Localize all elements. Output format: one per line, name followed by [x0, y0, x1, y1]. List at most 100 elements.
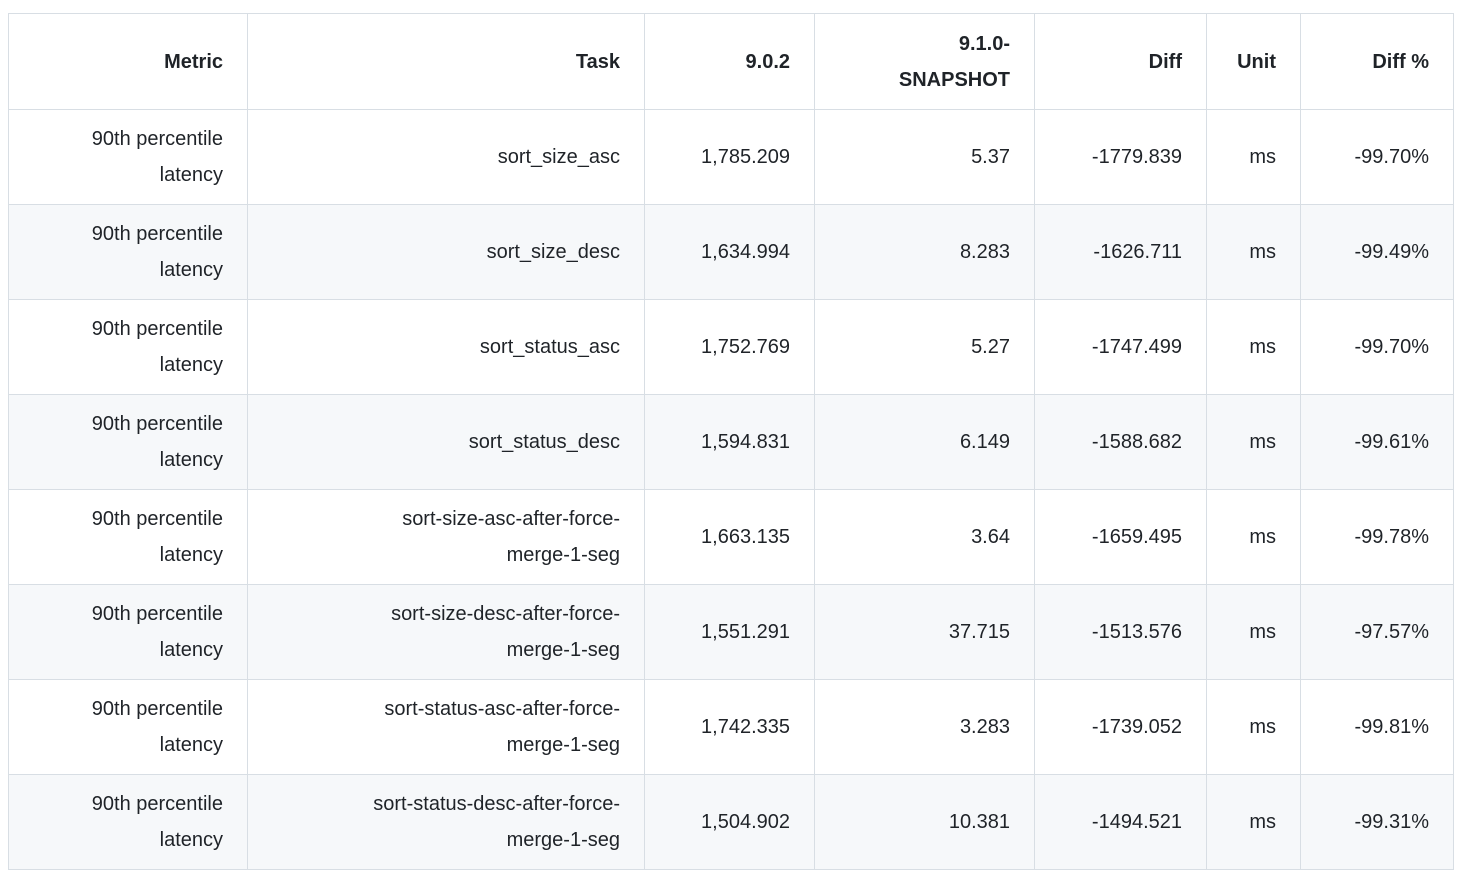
- cell-diff_pct-text: -99.61%: [1354, 431, 1430, 454]
- table-row: 90th percentile latency sort_status_desc 1…: [8, 394, 1454, 490]
- cell-unit: ms: [1206, 489, 1301, 585]
- cell-diff-text: -1494.521: [1091, 811, 1182, 834]
- col-header-baseline-version-label: 9.0.2: [745, 50, 790, 73]
- cell-contender: 37.715: [814, 584, 1035, 680]
- col-header-unit: Unit: [1206, 13, 1301, 110]
- cell-diff-text: -1588.682: [1091, 431, 1182, 454]
- cell-metric-text: 90th percentile latency: [91, 413, 223, 471]
- cell-task-text: sort_size_asc: [497, 146, 620, 169]
- cell-diff_pct-text: -99.81%: [1354, 716, 1430, 739]
- cell-diff_pct-text: -99.49%: [1354, 241, 1430, 264]
- cell-diff_pct: -99.78%: [1300, 489, 1454, 585]
- benchmark-results-table: Metric Task 9.0.2 9.1.0-SNAPSHOT Diff Un…: [8, 13, 1454, 870]
- col-header-metric: Metric: [8, 13, 248, 110]
- cell-unit: ms: [1206, 584, 1301, 680]
- cell-task: sort_status_asc: [247, 299, 645, 395]
- cell-contender-text: 10.381: [948, 811, 1010, 834]
- cell-baseline-text: 1,634.994: [701, 241, 790, 264]
- cell-unit-text: ms: [1249, 621, 1276, 644]
- cell-diff: -1747.499: [1034, 299, 1207, 395]
- cell-diff-text: -1739.052: [1091, 716, 1182, 739]
- col-header-diff-label: Diff: [1148, 50, 1182, 73]
- cell-task-text: sort-status-asc-after-force-merge-1-seg: [384, 698, 620, 756]
- cell-diff: -1779.839: [1034, 109, 1207, 205]
- cell-metric-text: 90th percentile latency: [91, 318, 223, 376]
- cell-baseline: 1,785.209: [644, 109, 815, 205]
- cell-baseline-text: 1,785.209: [701, 146, 790, 169]
- cell-task: sort_status_desc: [247, 394, 645, 490]
- cell-metric: 90th percentile latency: [8, 204, 248, 300]
- cell-diff_pct-text: -97.57%: [1354, 621, 1430, 644]
- cell-unit-text: ms: [1249, 526, 1276, 549]
- cell-diff: -1494.521: [1034, 774, 1207, 870]
- cell-diff_pct-text: -99.78%: [1354, 526, 1430, 549]
- cell-baseline-text: 1,752.769: [701, 336, 790, 359]
- col-header-diff: Diff: [1034, 13, 1207, 110]
- cell-unit-text: ms: [1249, 336, 1276, 359]
- cell-contender: 10.381: [814, 774, 1035, 870]
- col-header-metric-label: Metric: [164, 50, 223, 73]
- cell-baseline-text: 1,594.831: [701, 431, 790, 454]
- cell-diff-text: -1779.839: [1091, 146, 1182, 169]
- cell-contender: 3.283: [814, 679, 1035, 775]
- cell-task-text: sort-size-desc-after-force-merge-1-seg: [391, 603, 620, 661]
- cell-metric: 90th percentile latency: [8, 109, 248, 205]
- cell-baseline: 1,663.135: [644, 489, 815, 585]
- cell-baseline: 1,594.831: [644, 394, 815, 490]
- cell-contender-text: 37.715: [948, 621, 1010, 644]
- cell-metric-text: 90th percentile latency: [91, 603, 223, 661]
- cell-baseline: 1,742.335: [644, 679, 815, 775]
- cell-unit: ms: [1206, 109, 1301, 205]
- cell-baseline: 1,752.769: [644, 299, 815, 395]
- cell-diff_pct-text: -99.70%: [1354, 146, 1430, 169]
- cell-diff_pct-text: -99.70%: [1354, 336, 1430, 359]
- cell-diff: -1513.576: [1034, 584, 1207, 680]
- cell-unit-text: ms: [1249, 431, 1276, 454]
- cell-task: sort-status-desc-after-force-merge-1-seg: [247, 774, 645, 870]
- cell-contender-text: 5.27: [971, 336, 1010, 359]
- cell-baseline-text: 1,742.335: [701, 716, 790, 739]
- cell-diff: -1588.682: [1034, 394, 1207, 490]
- cell-task: sort_size_asc: [247, 109, 645, 205]
- cell-unit-text: ms: [1249, 146, 1276, 169]
- cell-unit: ms: [1206, 299, 1301, 395]
- cell-diff-text: -1626.711: [1093, 241, 1182, 264]
- cell-metric: 90th percentile latency: [8, 679, 248, 775]
- cell-diff_pct: -97.57%: [1300, 584, 1454, 680]
- cell-diff_pct: -99.70%: [1300, 109, 1454, 205]
- cell-metric-text: 90th percentile latency: [91, 793, 223, 851]
- cell-diff-text: -1747.499: [1091, 336, 1182, 359]
- cell-baseline: 1,504.902: [644, 774, 815, 870]
- cell-diff-text: -1659.495: [1091, 526, 1182, 549]
- table-row: 90th percentile latency sort_status_asc 1,…: [8, 299, 1454, 395]
- col-header-task-label: Task: [575, 50, 620, 73]
- cell-contender-text: 5.37: [971, 146, 1010, 169]
- header-row: Metric Task 9.0.2 9.1.0-SNAPSHOT Diff Un…: [8, 13, 1454, 110]
- cell-diff_pct: -99.61%: [1300, 394, 1454, 490]
- cell-baseline-text: 1,551.291: [701, 621, 790, 644]
- cell-metric: 90th percentile latency: [8, 394, 248, 490]
- cell-diff: -1626.711: [1034, 204, 1207, 300]
- table-row: 90th percentile latency sort_size_desc 1,6…: [8, 204, 1454, 300]
- cell-task-text: sort-status-desc-after-force-merge-1-seg: [373, 793, 620, 851]
- cell-contender-text: 3.283: [959, 716, 1010, 739]
- cell-metric: 90th percentile latency: [8, 489, 248, 585]
- col-header-baseline-version: 9.0.2: [644, 13, 815, 110]
- col-header-diff-percent: Diff %: [1300, 13, 1454, 110]
- cell-baseline-text: 1,663.135: [701, 526, 790, 549]
- cell-diff: -1659.495: [1034, 489, 1207, 585]
- cell-contender-text: 6.149: [959, 431, 1010, 454]
- table-row: 90th percentile latency sort-status-asc-a…: [8, 679, 1454, 775]
- table-row: 90th percentile latency sort-size-desc-af…: [8, 584, 1454, 680]
- cell-task-text: sort_status_desc: [468, 431, 620, 454]
- table-header: Metric Task 9.0.2 9.1.0-SNAPSHOT Diff Un…: [8, 13, 1454, 110]
- cell-contender: 3.64: [814, 489, 1035, 585]
- cell-unit: ms: [1206, 679, 1301, 775]
- cell-task-text: sort_status_asc: [479, 336, 620, 359]
- col-header-unit-label: Unit: [1237, 50, 1276, 73]
- cell-baseline: 1,551.291: [644, 584, 815, 680]
- cell-metric-text: 90th percentile latency: [91, 508, 223, 566]
- cell-unit: ms: [1206, 394, 1301, 490]
- cell-metric-text: 90th percentile latency: [91, 128, 223, 186]
- cell-contender: 8.283: [814, 204, 1035, 300]
